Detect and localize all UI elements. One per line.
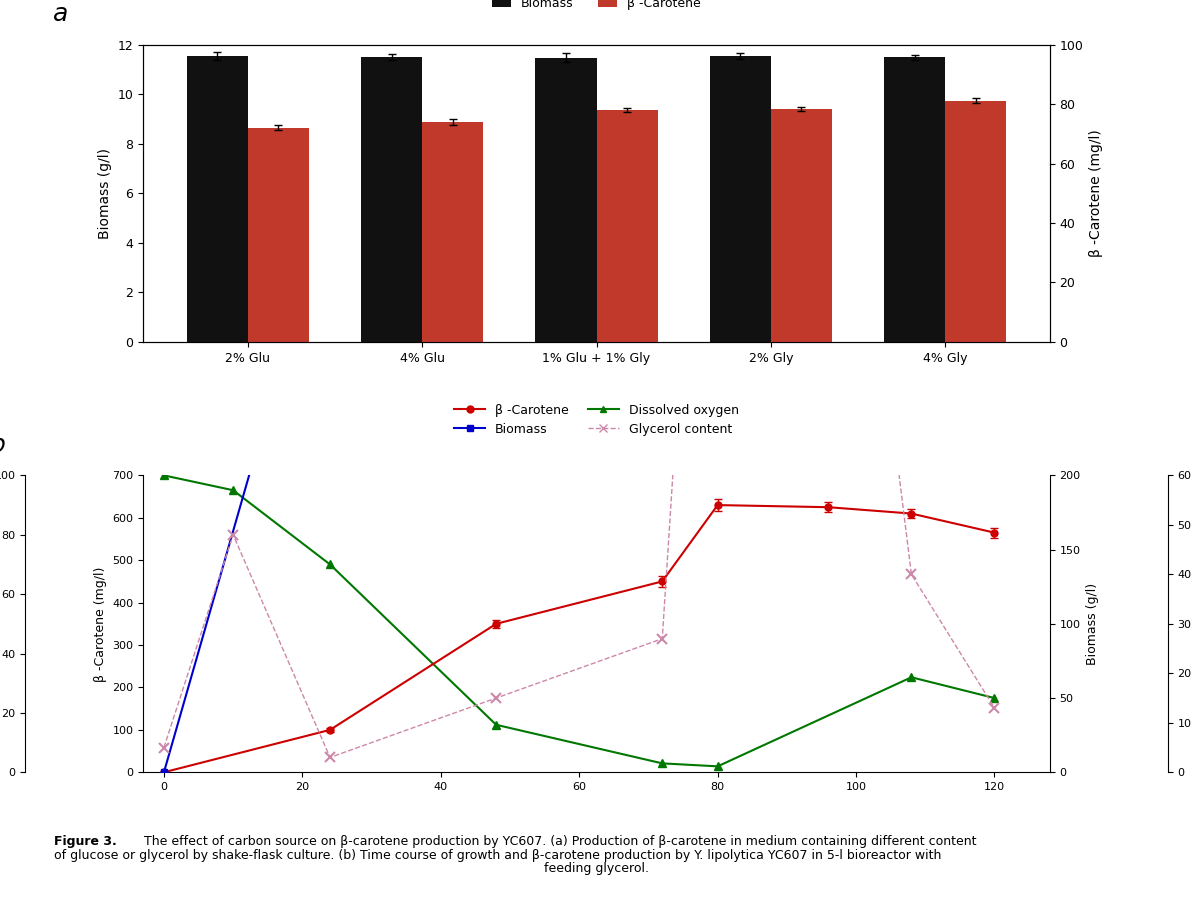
Dissolved oxygen: [904, 672, 919, 682]
Glycerol content: [323, 752, 338, 762]
Biomass: [323, 188, 338, 198]
Glycerol content: [489, 692, 503, 703]
β -Carotene: [655, 576, 669, 586]
Glycerol content: [655, 633, 669, 644]
Legend: β -Carotene, Biomass, Dissolved oxygen, Glycerol content: β -Carotene, Biomass, Dissolved oxygen, …: [449, 399, 744, 441]
Text: b: b: [0, 433, 5, 457]
Bar: [536, 57, 596, 342]
Dissolved oxygen: [655, 758, 669, 769]
Bar: [422, 121, 483, 342]
Glycerol content: [225, 530, 240, 541]
Bar: [884, 57, 945, 342]
Dissolved oxygen: [323, 559, 338, 570]
Line: β -Carotene: β -Carotene: [160, 502, 997, 776]
Text: feeding glycerol.: feeding glycerol.: [544, 862, 649, 875]
Biomass: [904, 321, 919, 332]
β -Carotene: [156, 767, 171, 778]
β -Carotene: [904, 508, 919, 519]
Bar: [771, 110, 832, 342]
Text: The effect of carbon source on β-carotene production by YC607. (a) Production of: The effect of carbon source on β-caroten…: [140, 835, 976, 848]
Legend: Biomass, β -Carotene: Biomass, β -Carotene: [487, 0, 706, 14]
Bar: [596, 110, 657, 342]
Text: Figure 3.: Figure 3.: [54, 835, 117, 848]
β -Carotene: [711, 499, 725, 510]
Bar: [710, 56, 771, 342]
Dissolved oxygen: [225, 485, 240, 496]
Dissolved oxygen: [156, 470, 171, 480]
Dissolved oxygen: [711, 761, 725, 771]
Line: Dissolved oxygen: Dissolved oxygen: [160, 471, 999, 770]
Line: Glycerol content: Glycerol content: [163, 0, 995, 757]
β -Carotene: [489, 619, 503, 629]
Glycerol content: [904, 569, 919, 580]
Y-axis label: Biomass (g/l): Biomass (g/l): [1087, 583, 1099, 665]
Biomass: [711, 69, 725, 80]
Bar: [361, 57, 422, 342]
β -Carotene: [323, 725, 338, 735]
Y-axis label: β -Carotene (mg/l): β -Carotene (mg/l): [94, 566, 106, 682]
Dissolved oxygen: [988, 692, 1002, 703]
Dissolved oxygen: [489, 719, 503, 730]
Line: Biomass: Biomass: [160, 0, 915, 776]
Biomass: [156, 767, 171, 778]
β -Carotene: [988, 527, 1002, 538]
Glycerol content: [156, 742, 171, 753]
Text: of glucose or glycerol by shake-flask culture. (b) Time course of growth and β-c: of glucose or glycerol by shake-flask cu…: [54, 849, 941, 861]
Text: a: a: [52, 2, 68, 26]
β -Carotene: [821, 502, 835, 513]
Biomass: [655, 55, 669, 66]
Bar: [945, 101, 1006, 342]
Y-axis label: β -Carotene (mg/l): β -Carotene (mg/l): [1089, 129, 1104, 257]
Glycerol content: [988, 702, 1002, 713]
Bar: [187, 56, 248, 342]
Biomass: [821, 225, 835, 236]
Y-axis label: Biomass (g/l): Biomass (g/l): [98, 148, 112, 239]
Bar: [248, 128, 309, 342]
